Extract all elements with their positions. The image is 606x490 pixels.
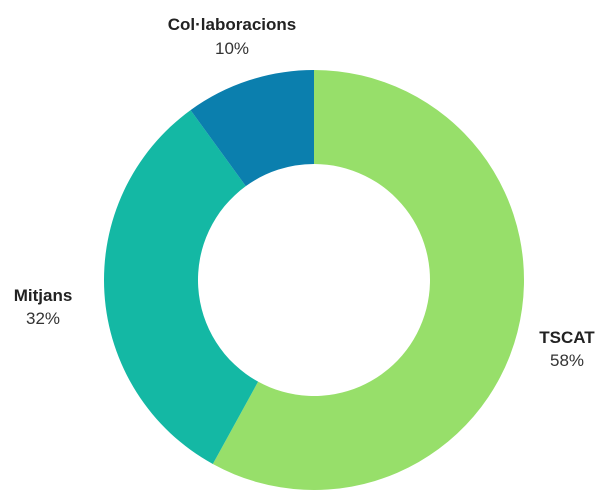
- slice-label-name-collaboracions: Col·laboracions: [168, 15, 296, 34]
- slice-label-collaboracions: Col·laboracions 10%: [168, 15, 296, 58]
- slice-label-value-mitjans: 32%: [26, 309, 60, 328]
- slice-label-mitjans: Mitjans 32%: [14, 286, 73, 328]
- slice-label-value-collaboracions: 10%: [215, 39, 249, 58]
- donut-slices: [103, 70, 524, 490]
- slice-label-value-tscat: 58%: [550, 351, 584, 370]
- slice-label-tscat: TSCAT 58%: [539, 328, 595, 370]
- donut-slice-collaboracions: [190, 70, 314, 187]
- slice-label-name-mitjans: Mitjans: [14, 286, 73, 305]
- slice-label-name-tscat: TSCAT: [539, 328, 595, 347]
- donut-slice-mitjans: [103, 110, 259, 465]
- donut-slice-tscat: [212, 70, 524, 490]
